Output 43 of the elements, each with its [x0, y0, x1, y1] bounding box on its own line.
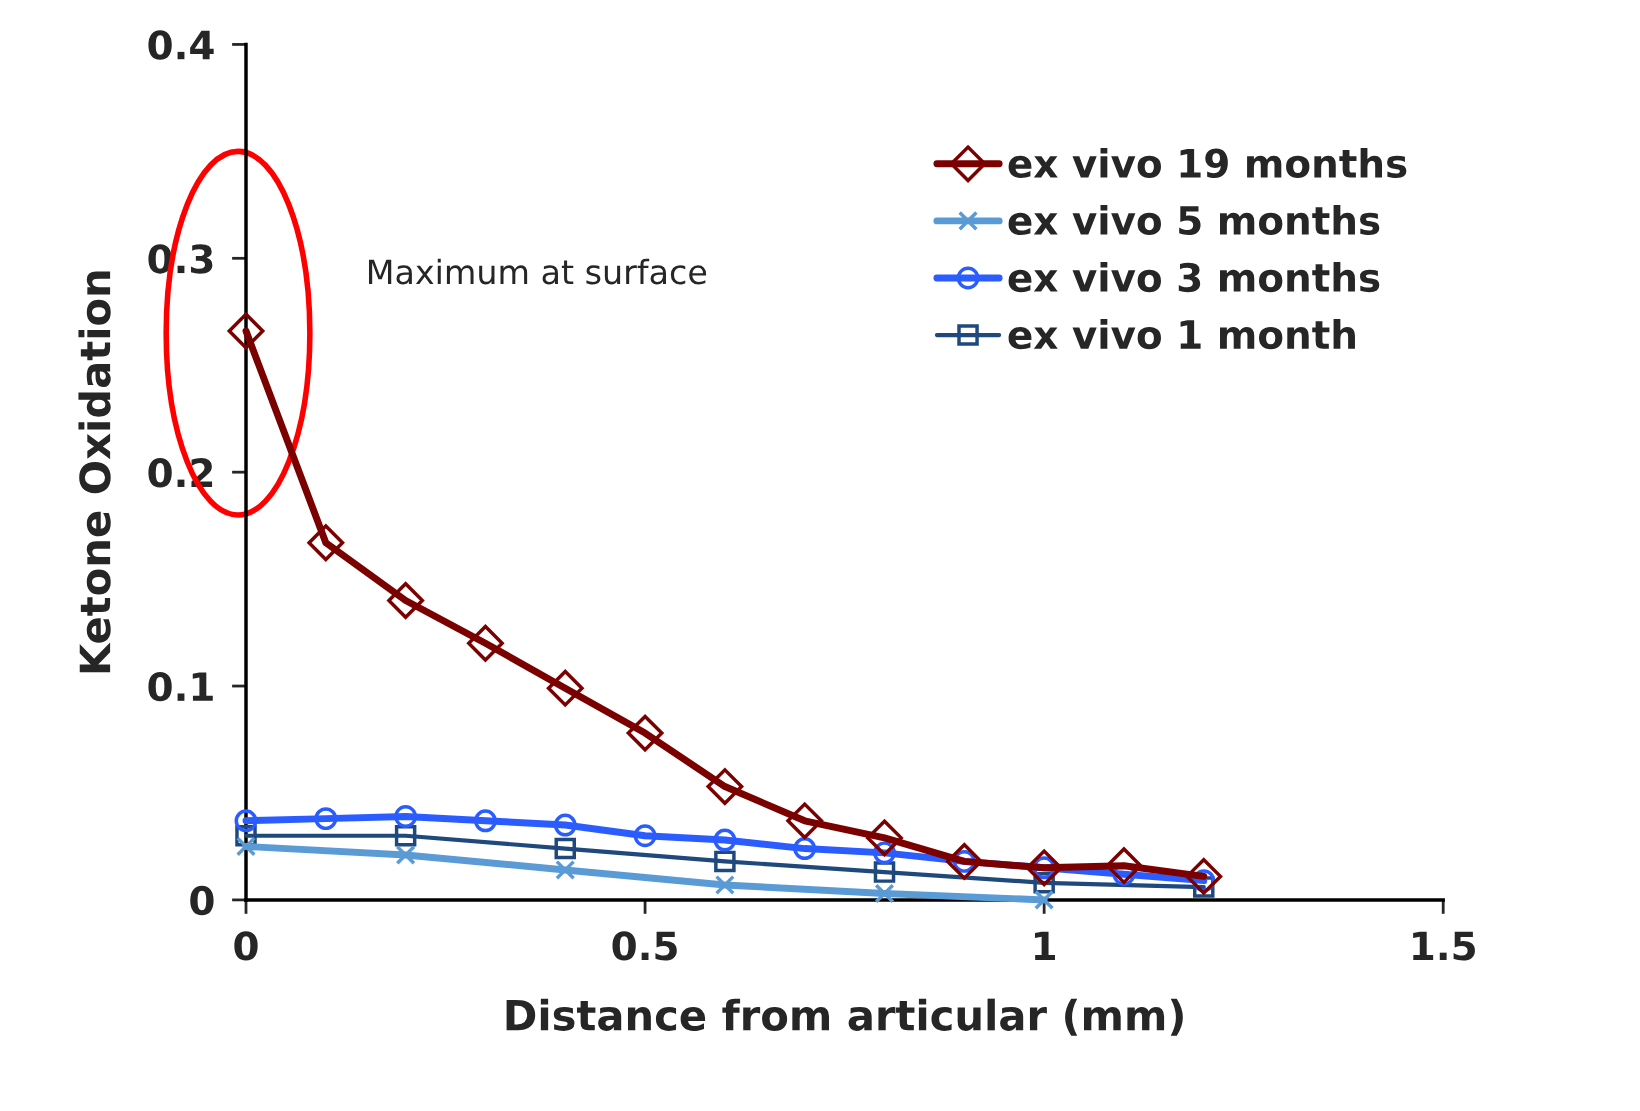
point	[473, 809, 497, 833]
x-tick-label: 0	[234, 931, 258, 961]
y-tick-label: 0.4	[148, 30, 214, 60]
point	[387, 582, 425, 619]
point	[714, 874, 735, 896]
y-axis-title: Ketone Oxidation	[78, 271, 111, 673]
point	[227, 312, 265, 350]
legend-label: ex vivo 5 months	[1008, 204, 1380, 236]
point	[234, 809, 258, 833]
legend-label: ex vivo 19 months	[1008, 147, 1407, 178]
point	[546, 669, 584, 707]
point	[1185, 857, 1223, 895]
point	[554, 837, 577, 860]
point	[786, 802, 824, 840]
y-tick-label: 0	[190, 885, 214, 916]
point	[633, 824, 657, 848]
annotation: Maximum at surface	[368, 258, 707, 285]
x-axis-title: Distance from articular (mm)	[506, 998, 1183, 1036]
point	[314, 807, 338, 831]
point	[793, 837, 817, 861]
point	[307, 524, 345, 562]
legend-label: ex vivo 1 month	[1008, 319, 1355, 350]
point	[945, 842, 983, 880]
point	[395, 844, 416, 866]
point	[1105, 847, 1143, 885]
point	[626, 714, 664, 752]
point	[1025, 849, 1063, 887]
point	[394, 805, 418, 828]
x-tick-label: 1	[1034, 931, 1055, 961]
x-tick-label: 0.5	[612, 931, 677, 961]
x-tick-label: 1.5	[1413, 931, 1475, 961]
y-tick-label: 0.1	[148, 671, 213, 702]
point	[874, 883, 895, 904]
point	[467, 624, 504, 662]
point	[555, 859, 576, 881]
point	[866, 819, 903, 857]
legend-label: ex vivo 3 months	[1008, 262, 1380, 293]
point	[706, 768, 744, 805]
point	[553, 813, 577, 837]
point	[713, 828, 737, 852]
point	[714, 850, 736, 873]
point	[1034, 889, 1055, 910]
point	[235, 836, 257, 857]
